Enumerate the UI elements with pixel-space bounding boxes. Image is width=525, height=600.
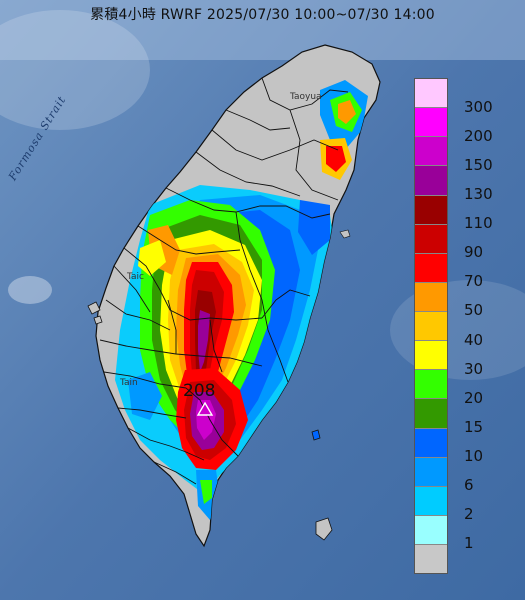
- legend-swatch: [415, 166, 447, 196]
- guishan-island: [339, 229, 351, 239]
- legend-swatch: [415, 224, 447, 254]
- county-boundaries: [99, 77, 349, 485]
- legend-label: 2: [464, 504, 474, 523]
- legend-label: 6: [464, 475, 474, 494]
- legend-label: 40: [464, 330, 484, 349]
- place-label: Tain: [120, 378, 138, 388]
- sea-haze: [0, 0, 525, 60]
- legend-swatch: [415, 515, 447, 545]
- cloud-patch: [8, 276, 52, 304]
- legend-label: 10: [464, 446, 484, 465]
- legend-label: 50: [464, 301, 484, 320]
- legend-swatch: [415, 545, 447, 574]
- legend-swatch: [415, 195, 447, 225]
- orchid-island: [315, 517, 333, 541]
- penghu-islands: [93, 315, 103, 325]
- rainfall-field: [115, 80, 368, 520]
- legend-swatch: [415, 399, 447, 429]
- legend-swatch: [415, 486, 447, 516]
- legend-label: 200: [464, 127, 493, 146]
- place-label: Taoyua: [290, 92, 322, 102]
- place-label: Taic: [127, 272, 144, 282]
- legend-label: 110: [464, 214, 493, 233]
- legend-swatch: [415, 370, 447, 400]
- max-rainfall-marker: [196, 401, 214, 416]
- legend-swatch: [415, 282, 447, 312]
- map-title: 累積4小時 RWRF 2025/07/30 10:00~07/30 14:00: [90, 7, 435, 23]
- legend-swatch: [415, 108, 447, 138]
- legend-swatch: [415, 457, 447, 487]
- color-legend: [414, 78, 448, 574]
- legend-swatch: [415, 253, 447, 283]
- legend-label: 130: [464, 185, 493, 204]
- legend-label: 30: [464, 359, 484, 378]
- legend-labels: 300 200 150 130 110 90 70 50 40 30 20 15 10 6 2 1: [454, 78, 514, 574]
- legend-label: 20: [464, 388, 484, 407]
- penghu-islands: [87, 301, 101, 315]
- legend-label: 150: [464, 156, 493, 175]
- legend-label: 70: [464, 272, 484, 291]
- legend-swatch: [415, 341, 447, 371]
- legend-swatch: [415, 428, 447, 458]
- green-island: [311, 429, 321, 441]
- legend-label: 300: [464, 98, 493, 117]
- legend-label: 15: [464, 417, 484, 436]
- legend-label: 1: [464, 533, 474, 552]
- legend-label: 90: [464, 243, 484, 262]
- legend-swatch: [415, 312, 447, 342]
- legend-swatch: [415, 79, 447, 109]
- cloud-patch: [0, 10, 150, 130]
- legend-swatch: [415, 137, 447, 167]
- max-rainfall-value: 208: [183, 381, 216, 401]
